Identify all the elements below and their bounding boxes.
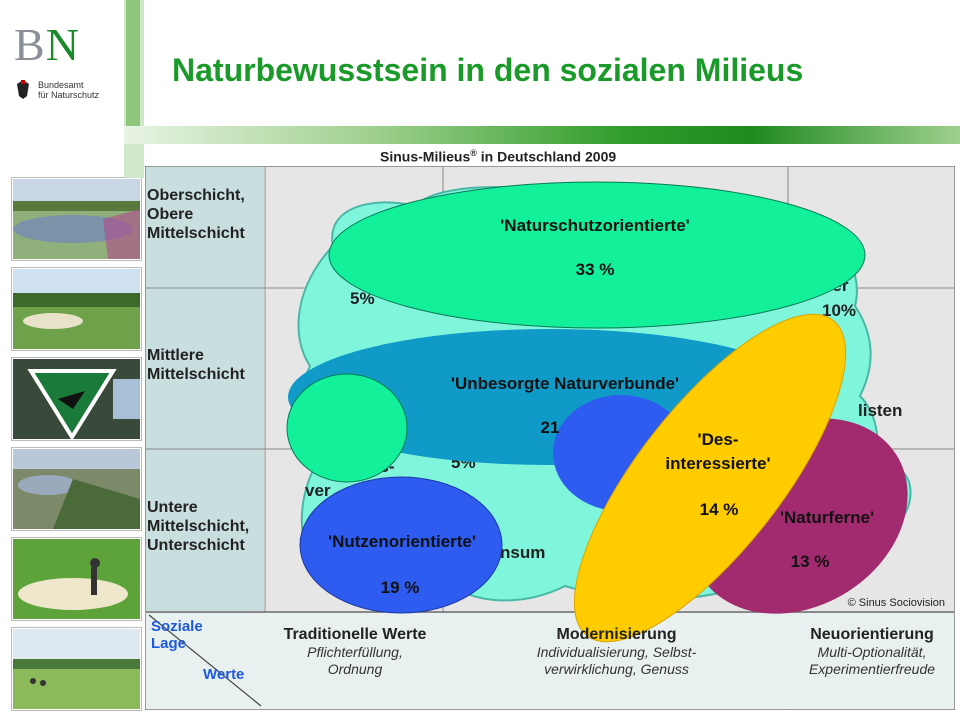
pct-naturschutzorientierte: 33 % (575, 260, 615, 279)
corner-label-values: Werte (203, 666, 245, 683)
ellipse-desinteressierte (573, 313, 847, 643)
bg-fragment-3: 10% (822, 301, 856, 320)
pct-desinteressierte: 14 % (699, 500, 739, 519)
bg-fragment-6: ver (305, 481, 331, 500)
photo-golfer-bunker (12, 538, 141, 620)
copyright-text: © Sinus Sociovision (848, 597, 945, 609)
chart-subtitle: Sinus-Milieus® in Deutschland 2009 (380, 148, 617, 165)
photo-golf (12, 268, 141, 350)
column-label-modernisation: Modernisierung Individualisierung, Selbs… (536, 626, 697, 677)
bg-fragment-8: nsum (500, 543, 545, 562)
accent-bar-inner (126, 0, 140, 126)
photo-strip (0, 126, 144, 720)
photo-lake (12, 178, 141, 260)
row-label-upper: Oberschicht, Obere Mittelschicht (147, 187, 245, 242)
pct-naturferne: 13 % (790, 552, 830, 571)
bg-fragment-1: 5% (350, 289, 375, 308)
label-nutzenorientierte: 'Nutzenorientierte' (328, 532, 476, 551)
row-label-lower: Untere Mittelschicht, Unterschicht (147, 499, 250, 554)
circle-green-small (286, 373, 408, 483)
bg-fragment-4: listen (858, 401, 902, 420)
label-unbesorgte: 'Unbesorgte Naturverbunde' (450, 374, 680, 393)
row-label-middle: Mittlere Mittelschicht (147, 347, 245, 383)
footer-row-bg (146, 612, 954, 709)
row-label-bg (146, 167, 264, 611)
corner-diagonal (148, 614, 262, 707)
logo-bn-mark: BN (14, 19, 80, 70)
milieu-chart-svg: 5% ner 10% listen ns- ver 5% nsum © Sinu… (144, 165, 956, 711)
logo (0, 0, 124, 126)
photo-nature-sign (12, 358, 141, 440)
label-naturschutzorientierte: 'Naturschutzorientierte' (500, 216, 690, 235)
eagle-icon (17, 80, 29, 99)
logo-subtitle: Bundesamt für Naturschutz (38, 80, 100, 100)
header-gradient-bar (124, 126, 960, 144)
ellipse-nutzenorientierte (299, 476, 503, 614)
accent-bar-lower (124, 144, 144, 178)
page-title: Naturbewusstsein in den sozialen Milieus (172, 52, 804, 88)
pct-unbesorgte: 21 (540, 418, 560, 437)
label-naturferne: 'Naturferne' (779, 508, 875, 527)
ellipse-naturschutzorientierte (328, 181, 866, 329)
label-desinteressierte: 'Des-interessierte' (665, 430, 771, 473)
column-label-reorientation: Neuorientierung Multi-Optionalität, Expe… (808, 626, 936, 677)
photo-golf-course (12, 628, 141, 710)
milieu-chart: 5% ner 10% listen ns- ver 5% nsum © Sinu… (144, 165, 956, 711)
column-label-traditional: Traditionelle Werte Pflichterfüllung, Or… (283, 626, 427, 677)
photo-aerial (12, 448, 141, 530)
corner-label-social: Soziale Lage (151, 618, 203, 652)
pct-nutzenorientierte: 19 % (380, 578, 420, 597)
